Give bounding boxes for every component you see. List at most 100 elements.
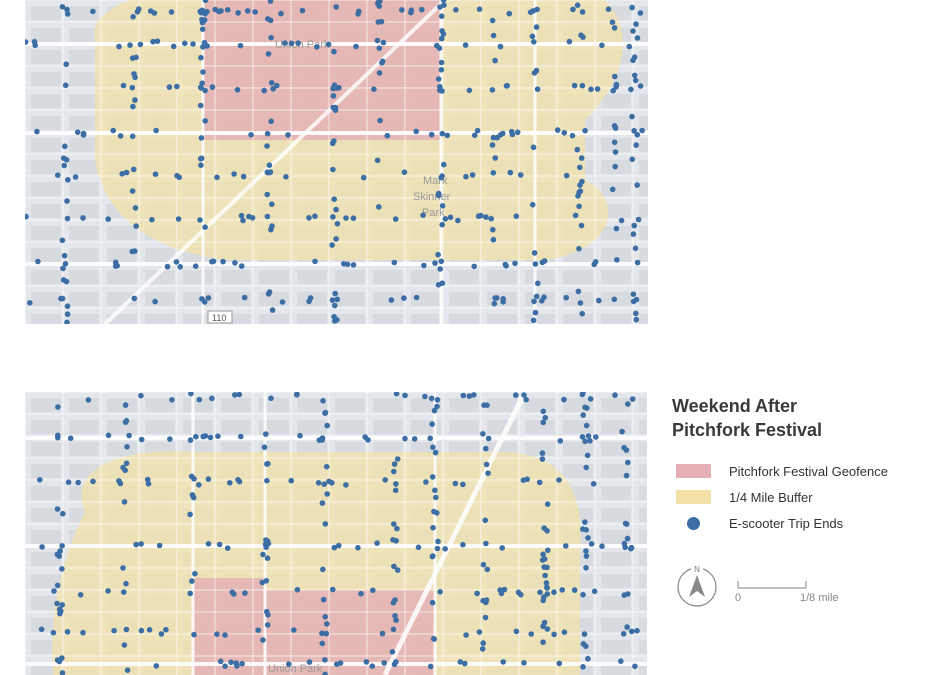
trip-end-point (532, 261, 539, 267)
trip-end-point (539, 456, 546, 462)
trip-end-point (320, 596, 327, 603)
trip-end-point (463, 173, 469, 180)
city-block (31, 574, 61, 588)
city-block (601, 552, 631, 566)
trip-end-point (390, 626, 397, 633)
city-block (639, 270, 648, 284)
trip-end-point (392, 613, 398, 619)
city-block (525, 398, 555, 412)
trip-end-point (330, 166, 336, 173)
trip-end-point (380, 39, 387, 46)
trip-end-point (469, 172, 476, 178)
trip-end-point (543, 580, 550, 586)
trip-end-point (392, 487, 399, 494)
buffer-swatch-icon (676, 490, 711, 504)
trip-end-point (59, 566, 65, 572)
trip-end-point (612, 73, 618, 80)
trip-end-point (264, 555, 271, 561)
trip-end-point (537, 589, 543, 596)
trip-end-point (182, 40, 188, 47)
trip-end-point (286, 661, 292, 667)
trip-end-point (377, 117, 383, 124)
trip-end-point (153, 663, 160, 669)
trip-end-point (268, 395, 274, 402)
trip-end-point (435, 251, 441, 258)
scale-bar: 0 1/8 mile (735, 578, 855, 608)
trip-end-point (37, 477, 43, 483)
trip-end-point (632, 77, 639, 84)
trip-end-point (353, 43, 359, 50)
city-block (601, 204, 631, 218)
trip-end-point (579, 9, 586, 15)
trip-end-point (312, 213, 318, 219)
trip-end-point (114, 262, 120, 269)
trip-end-point (123, 460, 130, 467)
city-block (639, 72, 648, 86)
trip-end-point (437, 83, 443, 90)
trip-end-point (544, 501, 551, 507)
trip-end-point (544, 626, 551, 632)
city-block (107, 226, 137, 240)
trip-end-point (314, 44, 320, 50)
city-block (69, 270, 99, 284)
trip-end-point (561, 396, 567, 403)
trip-end-point (540, 623, 546, 630)
trip-end-point (391, 521, 397, 527)
trip-end-point (371, 86, 377, 92)
trip-end-point (80, 130, 87, 137)
trip-end-point (193, 433, 199, 440)
trip-end-point (614, 257, 620, 263)
trip-end-point (531, 39, 537, 45)
trip-end-point (423, 479, 429, 485)
trip-end-point (489, 142, 496, 148)
trip-end-point (579, 310, 585, 317)
trip-end-point (227, 480, 233, 486)
trip-end-point (214, 174, 220, 181)
trip-end-point (202, 433, 209, 439)
trip-end-point (374, 540, 380, 546)
trip-end-point (639, 127, 645, 134)
trip-end-point (497, 43, 504, 50)
trip-end-point (610, 87, 616, 94)
trip-end-point (628, 545, 634, 552)
trip-end-point (431, 407, 438, 414)
city-block (69, 138, 99, 152)
city-block (601, 226, 631, 240)
city-block (31, 270, 61, 284)
trip-end-point (388, 297, 395, 303)
trip-end-point (285, 132, 291, 138)
trip-end-point (131, 295, 138, 302)
trip-end-point (419, 6, 425, 13)
trip-end-point (453, 7, 459, 13)
trip-end-point (266, 162, 273, 168)
trip-end-point (556, 660, 563, 667)
trip-end-point (438, 258, 445, 265)
trip-end-point (343, 482, 349, 488)
map-panel-top[interactable]: Union Park Mark Skinner Park 110 (25, 0, 648, 324)
trip-end-point (630, 298, 637, 305)
trip-end-point (599, 543, 605, 549)
trip-end-point (362, 434, 368, 440)
trip-end-point (582, 404, 588, 411)
city-block (373, 398, 403, 412)
trip-end-point (244, 8, 251, 14)
trip-end-point (376, 70, 383, 76)
trip-end-point (59, 543, 65, 549)
city-block (639, 248, 648, 262)
trip-end-point (507, 169, 514, 176)
trip-end-point (501, 586, 508, 593)
trip-end-point (306, 659, 313, 665)
trip-end-point (509, 131, 516, 138)
trip-end-point (480, 431, 486, 437)
map-panel-bottom[interactable]: Union Park (25, 392, 647, 675)
trip-end-point (624, 535, 631, 542)
trip-end-point (236, 478, 243, 485)
trip-end-point (169, 397, 175, 403)
trip-end-point (612, 149, 619, 155)
trip-end-point (174, 83, 180, 90)
trip-end-point (34, 128, 40, 135)
trip-end-point (111, 627, 117, 634)
trip-end-point (122, 467, 128, 474)
trip-end-point (430, 524, 436, 531)
city-block (31, 160, 61, 174)
